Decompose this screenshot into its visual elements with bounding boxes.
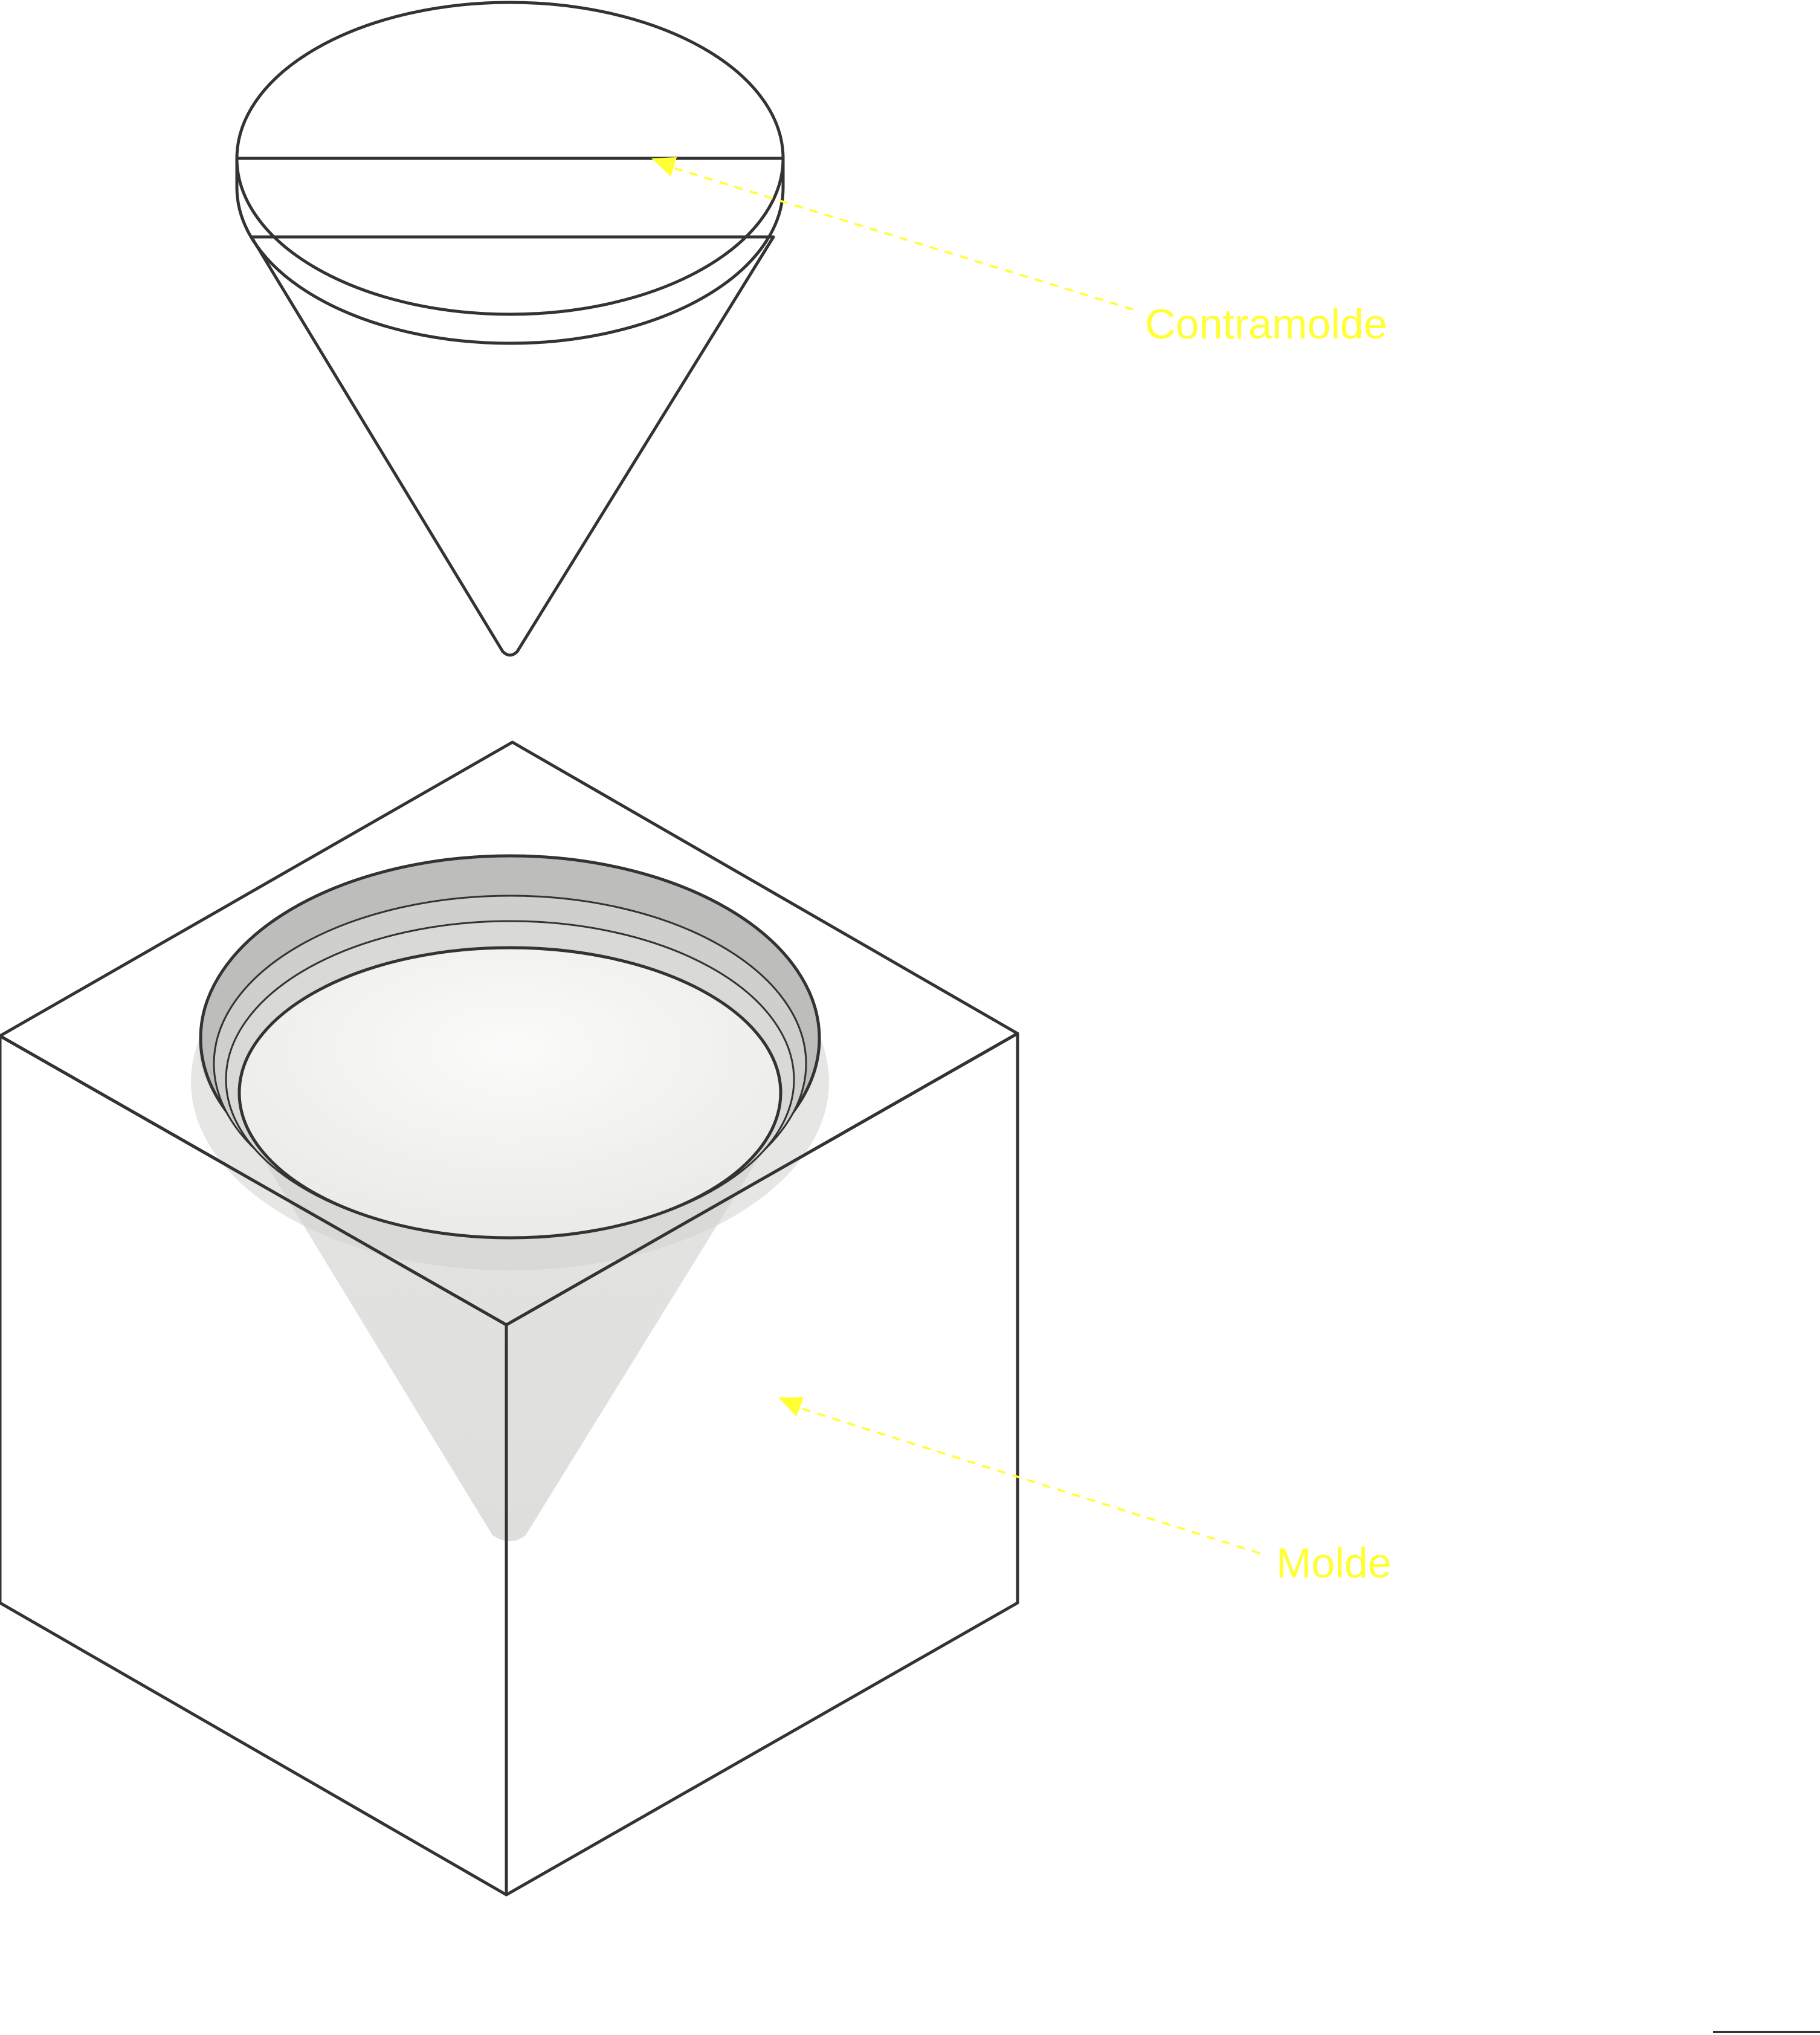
cone-body [250,235,775,657]
cone-top-disc [235,1,785,316]
mold-cube [0,740,1019,1897]
cone-rim-band [235,157,785,345]
counter-mold-label: Contramolde [1145,300,1387,348]
mold-label: Molde [1276,1539,1392,1587]
counter-mold-cone [235,1,785,657]
mold-leader-line [800,1407,1260,1555]
cavity-floor [237,946,783,1240]
counter-mold-leader-line [673,167,1134,311]
mold-arrowhead [778,1397,804,1417]
callout-counter-mold: Contramolde [651,157,1387,348]
counter-mold-arrowhead [651,157,677,176]
callout-mold: Molde [778,1397,1392,1587]
